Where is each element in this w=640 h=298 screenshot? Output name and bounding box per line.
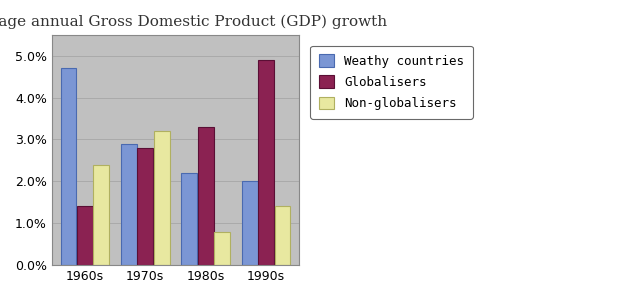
Bar — [121, 144, 136, 265]
Legend: Weathy countries, Globalisers, Non-globalisers: Weathy countries, Globalisers, Non-globa… — [310, 46, 473, 119]
Title: Average annual Gross Domestic Product (GDP) growth: Average annual Gross Domestic Product (G… — [0, 15, 388, 30]
Bar — [93, 164, 109, 265]
Bar — [275, 207, 291, 265]
Bar — [77, 207, 93, 265]
Bar — [198, 127, 214, 265]
Bar — [214, 232, 230, 265]
Bar — [181, 173, 197, 265]
Bar — [154, 131, 170, 265]
Bar — [61, 68, 76, 265]
Bar — [242, 181, 257, 265]
Bar — [259, 60, 274, 265]
Bar — [138, 148, 153, 265]
